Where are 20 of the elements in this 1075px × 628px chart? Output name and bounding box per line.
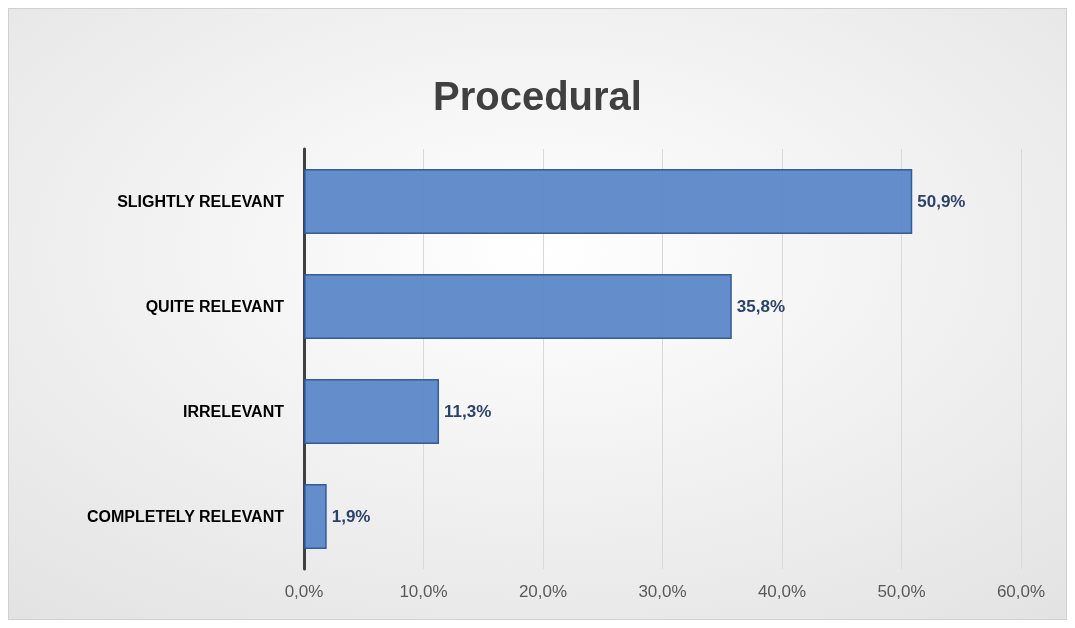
data-label: 1,9% — [331, 507, 371, 526]
x-tick-label: 30,0% — [638, 582, 687, 601]
x-tick-label: 50,0% — [877, 582, 926, 601]
x-tick-label: 40,0% — [757, 582, 807, 601]
y-tick-label: COMPLETELY RELEVANT — [86, 508, 285, 525]
data-label: 11,3% — [444, 402, 492, 421]
y-tick-label: IRRELEVANT — [182, 403, 285, 420]
bar — [304, 168, 913, 235]
bar — [304, 273, 732, 340]
y-tick-label: SLIGHTLY RELEVANT — [117, 193, 285, 210]
chart-title: Procedural — [433, 74, 642, 118]
bar — [304, 378, 440, 445]
bar — [304, 483, 327, 550]
x-tick-label: 10,0% — [399, 582, 448, 601]
x-tick-label: 20,0% — [518, 582, 568, 601]
data-label: 35,8% — [736, 297, 786, 316]
x-tick-label: 0,0% — [284, 582, 324, 601]
x-tick-label: 60,0% — [996, 582, 1046, 601]
y-tick-label: QUITE RELEVANT — [145, 298, 285, 315]
data-label: 50,9% — [917, 192, 966, 211]
